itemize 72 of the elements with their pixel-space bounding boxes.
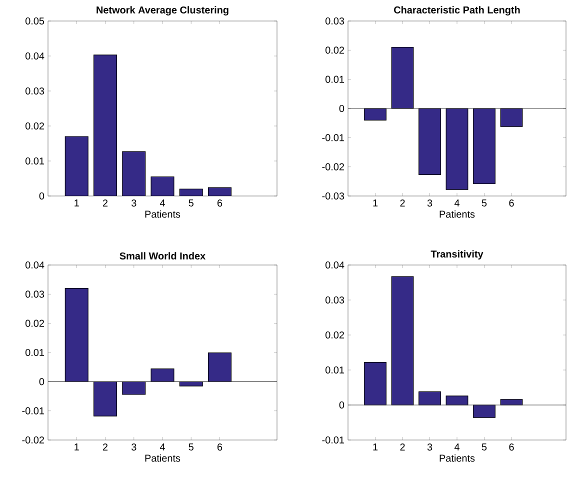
y-tick-label: -0.01 [22,407,44,414]
x-axis-title: Patients [440,210,475,218]
y-tick-label: 0.04 [325,261,344,269]
bar [94,381,117,416]
bar [64,288,88,382]
y-tick-label: 0.01 [25,157,44,165]
bar [418,391,441,406]
bar [122,381,146,395]
y-tick-label: 0 [339,104,344,112]
x-tick-label: 1 [74,444,79,450]
chart-title: Characteristic Path Length [394,6,520,16]
y-tick-label: 0 [39,378,44,386]
x-tick-label: 5 [482,200,487,206]
x-tick-label: 3 [427,444,432,451]
x-tick-label: 3 [131,200,136,207]
x-tick-label: 3 [131,444,136,451]
bar [446,396,468,406]
y-tick-label: 0.02 [25,122,44,130]
bar [94,54,117,196]
x-tick-label: 1 [373,200,378,206]
x-tick-label: 4 [454,200,460,206]
y-tick-label: 0 [39,192,44,200]
y-tick-label: 0.04 [25,52,44,60]
y-tick-label: 0.04 [25,261,44,269]
x-tick-label: 4 [160,200,165,206]
bar [122,152,146,196]
y-tick-label: -0.03 [322,192,344,200]
chart-title: Transitivity [430,250,484,260]
x-tick-label: 3 [427,200,432,207]
chart-title: Network Average Clustering [96,6,228,16]
y-tick-label: -0.01 [322,134,344,142]
bar [364,362,386,406]
x-tick-label: 5 [188,444,194,450]
x-tick-label: 6 [509,200,514,207]
y-tick-label: 0.02 [325,331,344,339]
y-tick-label: 0.03 [25,290,44,298]
bar [150,368,174,382]
x-axis-title: Patients [145,454,180,462]
x-tick-label: 5 [482,444,487,450]
x-tick-label: 2 [102,200,108,206]
x-axis-title: Patients [440,454,475,462]
y-tick-label: 0.01 [25,348,44,356]
x-tick-label: 1 [74,200,79,206]
y-tick-label: 0.01 [325,76,344,83]
x-tick-label: 2 [400,444,405,450]
chart-title: Small World Index [120,252,206,260]
x-tick-label: 6 [217,444,222,451]
x-tick-label: 5 [188,200,194,206]
x-tick-label: 2 [102,444,108,450]
x-tick-label: 6 [509,444,514,451]
y-tick-label: -0.02 [22,436,44,444]
y-tick-label: 0.02 [25,320,44,327]
y-tick-label: 0.02 [325,46,344,54]
y-tick-label: 0.03 [25,87,44,95]
y-tick-label: 0 [339,401,344,409]
x-tick-label: 2 [400,200,405,206]
bar [208,352,232,382]
y-tick-label: 0.01 [325,366,344,374]
y-tick-label: -0.01 [322,436,344,444]
y-tick-label: 0.03 [325,17,344,25]
bar [391,276,414,406]
y-tick-label: 0.03 [325,296,344,304]
bar [473,404,496,418]
x-tick-label: 1 [373,444,378,450]
y-tick-label: 0.05 [25,17,44,25]
bar [65,136,88,196]
bar [151,176,174,196]
x-tick-label: 4 [160,444,165,450]
y-tick-label: -0.02 [322,163,344,170]
x-axis-title: Patients [145,210,180,218]
x-tick-label: 4 [454,444,460,450]
x-tick-label: 6 [217,200,222,207]
